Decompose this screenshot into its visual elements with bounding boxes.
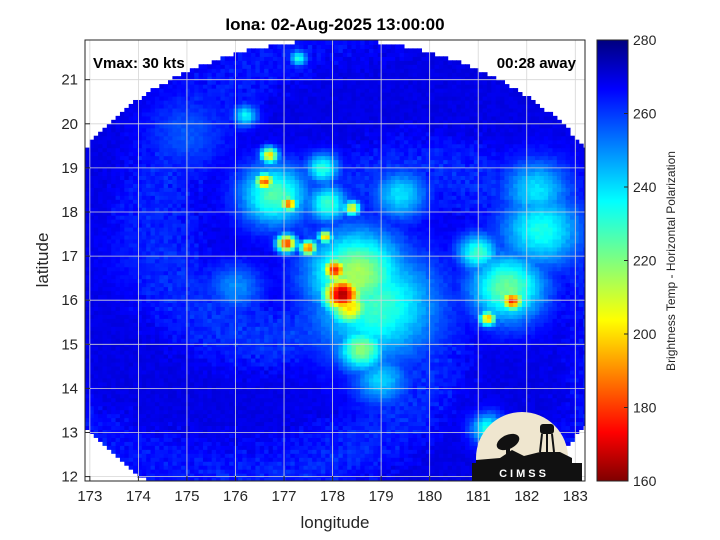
x-tick-label: 173 <box>77 488 102 505</box>
colorbar-tick-label: 220 <box>633 253 657 269</box>
logo-water-tower-legs <box>539 433 555 453</box>
plot-frame <box>84 39 586 482</box>
y-axis-label: latitude <box>33 233 52 288</box>
logo-dish-post <box>506 444 510 454</box>
y-tick-label: 19 <box>61 160 78 177</box>
x-tick-label: 181 <box>466 488 491 505</box>
colorbar-ticks: 160 180 200 220 240 260 280 <box>624 32 657 489</box>
logo-text: CIMSS <box>499 468 549 480</box>
x-axis-label: longitude <box>300 513 369 532</box>
y-tick-label: 17 <box>61 248 78 265</box>
x-tick-label: 179 <box>369 488 394 505</box>
x-tick-label: 180 <box>417 488 442 505</box>
y-tick-label: 18 <box>61 204 78 221</box>
y-tick-label: 21 <box>61 72 78 89</box>
x-tick-label: 175 <box>174 488 199 505</box>
colorbar-tick-label: 160 <box>633 473 657 489</box>
heatmap-swath <box>85 40 585 481</box>
x-tick-label: 176 <box>223 488 248 505</box>
colorbar-tick-label: 260 <box>633 106 657 122</box>
time-away-annotation: 00:28 away <box>497 55 577 72</box>
chart-title: Iona: 02-Aug-2025 13:00:00 <box>225 15 444 34</box>
y-tick-label: 20 <box>61 116 78 133</box>
colorbar-label: Brightness Temp - Horizontal Polarizatio… <box>664 151 678 371</box>
y-tick-label: 14 <box>61 380 78 397</box>
colorbar-tick-label: 280 <box>633 32 657 48</box>
y-tick-label: 13 <box>61 424 78 441</box>
x-tick-label: 177 <box>272 488 297 505</box>
colorbar <box>596 39 629 482</box>
y-tick-label: 16 <box>61 292 78 309</box>
colorbar-tick-label: 180 <box>633 400 657 416</box>
logo-band <box>472 463 582 481</box>
x-tick-label: 183 <box>563 488 588 505</box>
y-tick-label: 12 <box>61 469 78 486</box>
x-tick-label: 182 <box>514 488 539 505</box>
cimss-logo: CIMSS <box>472 412 582 481</box>
x-tick-label: 178 <box>320 488 345 505</box>
vmax-annotation: Vmax: 30 kts <box>93 55 185 72</box>
x-tick-label: 174 <box>126 488 151 505</box>
logo-water-tower-tank <box>540 424 554 434</box>
logo-dish <box>496 433 520 451</box>
y-axis-ticks: 12 13 14 15 16 17 18 19 20 21 <box>61 72 90 486</box>
colorbar-tick-label: 200 <box>633 326 657 342</box>
y-tick-label: 15 <box>61 336 78 353</box>
x-axis-ticks: 173 174 175 176 177 178 179 180 181 182 183 <box>77 476 588 505</box>
colorbar-tick-label: 240 <box>633 179 657 195</box>
